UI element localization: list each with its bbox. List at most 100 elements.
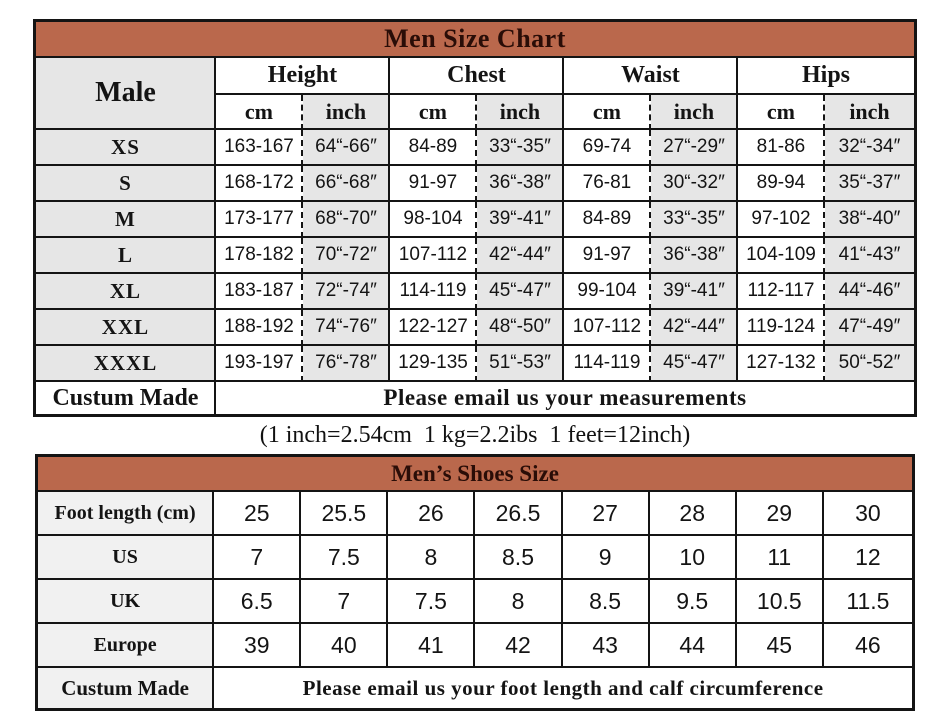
shoes-size-cell: 6.5 [214,580,302,624]
custom-made-note: Please email us your measurements [216,382,914,414]
chest-cm-cell: 91-97 [390,166,478,202]
size-label: XXL [36,310,217,346]
waist-cm-cell: 99-104 [564,274,652,310]
shoes-row-foot-length: Foot length (cm) 25 25.5 26 26.5 27 28 2… [38,492,912,536]
male-header-cell: Male [36,58,217,130]
shoes-title-row: Men’s Shoes Size [38,457,912,492]
chest-cm-cell: 129-135 [390,346,478,382]
chest-inch-cell: 45“-47″ [477,274,565,310]
hips-cm-cell: 97-102 [738,202,826,238]
shoes-size-cell: 43 [562,624,650,668]
waist-inch-cell: 42“-44″ [651,310,739,346]
shoes-row-label: UK [38,580,215,624]
shoes-row-label: US [38,536,215,580]
shoes-size-cell: 8 [475,580,563,624]
unit-inch-cell: inch [825,95,914,130]
size-row-xxl: XXL 188-192 74“-76″ 122-127 48“-50″ 107-… [36,310,914,346]
size-label: L [36,238,217,274]
unit-inch-cell: inch [651,95,739,130]
shoes-row-us: US 7 7.5 8 8.5 9 10 11 12 [38,536,912,580]
shoes-size-cell: 45 [736,624,824,668]
shoes-size-cell: 25 [214,492,302,536]
waist-cm-cell: 84-89 [564,202,652,238]
hips-inch-cell: 32“-34″ [825,130,914,166]
size-row-m: M 173-177 68“-70″ 98-104 39“-41″ 84-89 3… [36,202,914,238]
conversion-note: (1 inch=2.54cm 1 kg=2.2ibs 1 feet=12inch… [259,422,691,448]
chest-cm-cell: 84-89 [390,130,478,166]
waist-inch-cell: 30“-32″ [651,166,739,202]
shoes-row-uk: UK 6.5 7 7.5 8 8.5 9.5 10.5 11.5 [38,580,912,624]
shoes-size-cell: 7.5 [388,580,476,624]
shoes-row-label: Europe [38,624,215,668]
shoes-size-cell: 10.5 [736,580,824,624]
shoes-size-cell: 27 [562,492,650,536]
hips-inch-cell: 50“-52″ [825,346,914,382]
waist-cm-cell: 107-112 [564,310,652,346]
shoes-size-cell: 8.5 [562,580,650,624]
shoes-size-cell: 10 [649,536,737,580]
chest-inch-cell: 33“-35″ [477,130,565,166]
waist-cm-cell: 114-119 [564,346,652,382]
shoes-chart-title: Men’s Shoes Size [38,457,912,492]
hips-cm-cell: 104-109 [738,238,826,274]
chest-inch-cell: 42“-44″ [477,238,565,274]
waist-inch-cell: 27“-29″ [651,130,739,166]
size-row-xs: XS 163-167 64“-66″ 84-89 33“-35″ 69-74 2… [36,130,914,166]
waist-inch-cell: 33“-35″ [651,202,739,238]
height-inch-cell: 68“-70″ [303,202,391,238]
unit-inch-cell: inch [477,95,565,130]
shoes-size-cell: 8 [388,536,476,580]
waist-inch-cell: 36“-38″ [651,238,739,274]
size-row-xl: XL 183-187 72“-74″ 114-119 45“-47″ 99-10… [36,274,914,310]
height-cm-cell: 193-197 [216,346,304,382]
shoes-size-cell: 12 [823,536,912,580]
chest-inch-cell: 39“-41″ [477,202,565,238]
waist-inch-cell: 45“-47″ [651,346,739,382]
shoes-size-cell: 9.5 [649,580,737,624]
hips-inch-cell: 41“-43″ [825,238,914,274]
unit-cm-cell: cm [564,95,652,130]
unit-cm-cell: cm [216,95,304,130]
shoes-size-cell: 25.5 [301,492,389,536]
chest-inch-cell: 36“-38″ [477,166,565,202]
unit-inch-cell: inch [303,95,391,130]
shoes-size-cell: 7.5 [301,536,389,580]
group-header-hips: Hips [738,58,914,95]
waist-cm-cell: 76-81 [564,166,652,202]
height-inch-cell: 74“-76″ [303,310,391,346]
shoes-custom-made-note: Please email us your foot length and cal… [214,668,912,708]
hips-inch-cell: 38“-40″ [825,202,914,238]
height-cm-cell: 178-182 [216,238,304,274]
unit-cm-cell: cm [390,95,478,130]
size-label: XS [36,130,217,166]
group-header-waist: Waist [564,58,739,95]
chest-cm-cell: 98-104 [390,202,478,238]
shoes-custom-made-row: Custum Made Please email us your foot le… [38,668,912,708]
shoes-size-cell: 30 [823,492,912,536]
shoes-size-cell: 9 [562,536,650,580]
custom-made-row: Custum Made Please email us your measure… [36,382,914,414]
shoes-size-cell: 46 [823,624,912,668]
chest-inch-cell: 51“-53″ [477,346,565,382]
hips-cm-cell: 89-94 [738,166,826,202]
shoes-size-cell: 7 [301,580,389,624]
size-label: M [36,202,217,238]
shoes-row-label: Foot length (cm) [38,492,215,536]
height-inch-cell: 70“-72″ [303,238,391,274]
height-inch-cell: 64“-66″ [303,130,391,166]
waist-cm-cell: 69-74 [564,130,652,166]
custom-made-label: Custum Made [36,382,217,414]
unit-header-row: cm inch cm inch cm inch cm inch [36,95,914,130]
shoes-size-cell: 11 [736,536,824,580]
size-label: XL [36,274,217,310]
size-row-l: L 178-182 70“-72″ 107-112 42“-44″ 91-97 … [36,238,914,274]
size-row-s: S 168-172 66“-68″ 91-97 36“-38″ 76-81 30… [36,166,914,202]
mens-shoes-size-table: Men’s Shoes Size Foot length (cm) 25 25.… [35,454,915,711]
waist-cm-cell: 91-97 [564,238,652,274]
shoes-size-cell: 40 [301,624,389,668]
shoes-size-cell: 11.5 [823,580,912,624]
shoes-size-cell: 7 [214,536,302,580]
shoes-size-cell: 39 [214,624,302,668]
hips-inch-cell: 44“-46″ [825,274,914,310]
